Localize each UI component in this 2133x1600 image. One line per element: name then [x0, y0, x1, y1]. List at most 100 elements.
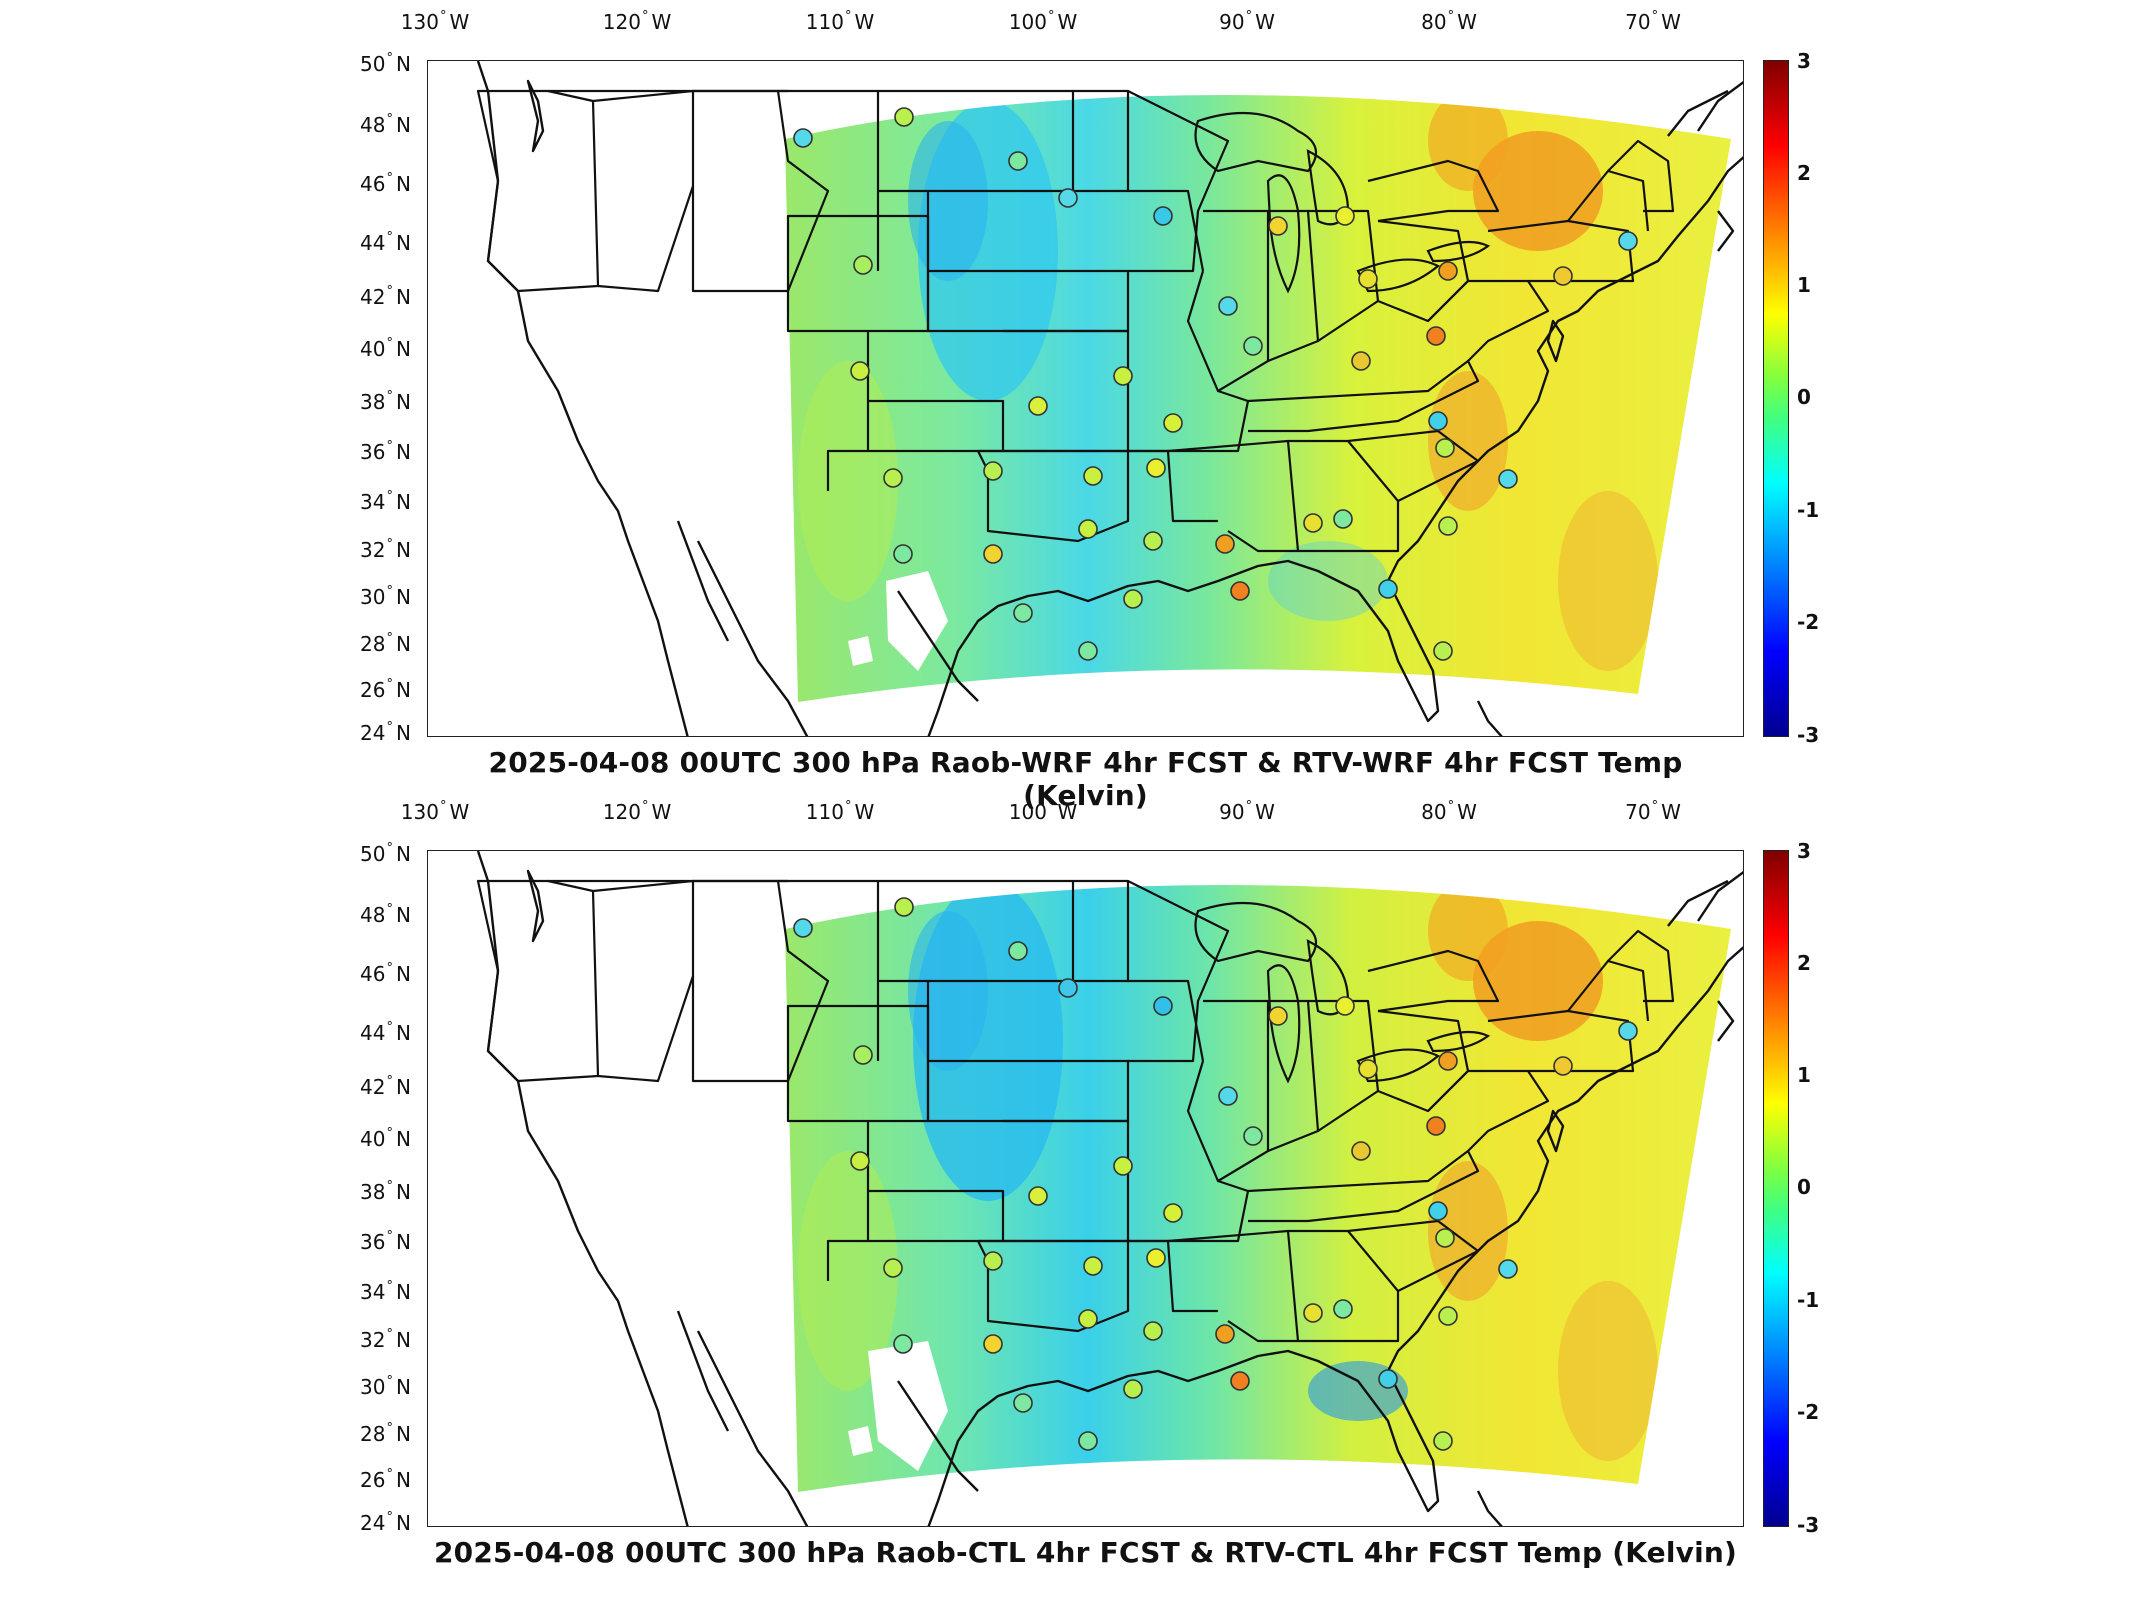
state-boundaries — [476, 89, 1675, 553]
station-marker — [1146, 458, 1166, 478]
colorbar — [1763, 850, 1789, 1527]
latitude-tick-label: 38° N — [360, 389, 411, 414]
station-marker — [1351, 1141, 1371, 1161]
latitude-tick-label: 32° N — [360, 537, 411, 562]
longitude-tick-label: 90° W — [1219, 9, 1275, 34]
map-svg — [476, 851, 1743, 1526]
raob-stations — [793, 897, 1638, 1451]
station-marker — [883, 468, 903, 488]
latitude-tick-label: 30° N — [360, 584, 411, 609]
latitude-tick-label: 30° N — [360, 1374, 411, 1399]
station-marker — [1438, 261, 1458, 281]
station-marker — [1078, 1309, 1098, 1329]
station-marker — [1333, 509, 1353, 529]
station-marker — [1013, 1393, 1033, 1413]
station-marker — [1113, 1156, 1133, 1176]
latitude-tick-label: 34° N — [360, 489, 411, 514]
latitude-tick-label: 28° N — [360, 631, 411, 656]
station-marker — [1163, 413, 1183, 433]
temperature-difference-map — [427, 60, 1744, 737]
colorbar-tick-label: 0 — [1797, 1175, 1811, 1199]
longitude-tick-label: 70° W — [1625, 799, 1681, 824]
latitude-tick-label: 28° N — [360, 1421, 411, 1446]
great-lakes — [1194, 111, 1491, 294]
longitude-tick-label: 110° W — [805, 9, 875, 34]
longitude-tick-label: 130° W — [400, 9, 470, 34]
colorbar-tick-label: -2 — [1797, 610, 1820, 634]
latitude-tick-label: 50° N — [360, 841, 411, 866]
station-marker — [983, 461, 1003, 481]
station-marker — [793, 918, 813, 938]
station-marker — [1428, 411, 1448, 431]
station-marker — [1230, 1371, 1250, 1391]
longitude-tick-label: 100° W — [1008, 9, 1078, 34]
station-marker — [1218, 296, 1238, 316]
station-marker — [1243, 336, 1263, 356]
latitude-tick-label: 26° N — [360, 1467, 411, 1492]
station-marker — [853, 255, 873, 275]
longitude-tick-label: 80° W — [1421, 9, 1477, 34]
station-marker — [893, 1334, 913, 1354]
station-marker — [1268, 1006, 1288, 1026]
station-marker — [983, 1251, 1003, 1271]
longitude-tick-label: 100° W — [1008, 799, 1078, 824]
state-boundaries — [476, 879, 1675, 1343]
station-marker — [1215, 1324, 1235, 1344]
longitude-tick-label: 110° W — [805, 799, 875, 824]
colorbar-tick-label: -3 — [1797, 723, 1820, 747]
station-marker — [893, 544, 913, 564]
station-marker — [894, 897, 914, 917]
station-marker — [1438, 516, 1458, 536]
latitude-tick-label: 44° N — [360, 1020, 411, 1045]
station-marker — [853, 1045, 873, 1065]
colorbar-tick-label: 1 — [1797, 273, 1811, 297]
latitude-tick-label: 42° N — [360, 284, 411, 309]
station-marker — [883, 1258, 903, 1278]
latitude-tick-label: 46° N — [360, 961, 411, 986]
colorbar-tick-label: -2 — [1797, 1400, 1820, 1424]
missing-data-patches — [848, 1341, 948, 1471]
station-marker — [1083, 1256, 1103, 1276]
station-marker — [1303, 1303, 1323, 1323]
latitude-tick-label: 40° N — [360, 1126, 411, 1151]
station-marker — [1553, 1056, 1573, 1076]
station-marker — [983, 544, 1003, 564]
station-marker — [1498, 469, 1518, 489]
latitude-tick-label: 32° N — [360, 1327, 411, 1352]
station-marker — [793, 128, 813, 148]
station-marker — [1078, 641, 1098, 661]
map-title: 2025-04-08 00UTC 300 hPa Raob-CTL 4hr FC… — [433, 1536, 1737, 1569]
station-marker — [1435, 438, 1455, 458]
top-map-panel: 130° W 120° W 110° W 100° W 90° W 80° W 70° W 50° N 48°… — [360, 9, 1820, 812]
latitude-tick-label: 50° N — [360, 51, 411, 76]
bottom-map-panel: 130° W 120° W 110° W 100° W 90° W 80° W 70° W 50° N 48°… — [0, 790, 2133, 1590]
station-marker — [1163, 1203, 1183, 1223]
station-marker — [1498, 1259, 1518, 1279]
station-marker — [850, 1151, 870, 1171]
latitude-tick-label: 44° N — [360, 230, 411, 255]
latitude-tick-label: 26° N — [360, 677, 411, 702]
station-marker — [1378, 579, 1398, 599]
station-marker — [1058, 188, 1078, 208]
station-marker — [1335, 206, 1355, 226]
latitude-tick-label: 34° N — [360, 1279, 411, 1304]
longitude-tick-label: 70° W — [1625, 9, 1681, 34]
station-marker — [1243, 1126, 1263, 1146]
station-marker — [1123, 1379, 1143, 1399]
colorbar-tick-label: -1 — [1797, 498, 1820, 522]
station-marker — [1358, 269, 1378, 289]
station-marker — [1230, 581, 1250, 601]
station-marker — [1143, 531, 1163, 551]
colorbar-tick-label: -3 — [1797, 1513, 1820, 1537]
station-marker — [1268, 216, 1288, 236]
station-marker — [1426, 1116, 1446, 1136]
raob-stations — [793, 107, 1638, 661]
colorbar-tick-label: 3 — [1797, 49, 1811, 73]
colorbar-tick-label: 1 — [1797, 1063, 1811, 1087]
station-marker — [1433, 1431, 1453, 1451]
longitude-tick-label: 130° W — [400, 799, 470, 824]
station-marker — [1553, 266, 1573, 286]
station-marker — [1215, 534, 1235, 554]
latitude-tick-label: 40° N — [360, 336, 411, 361]
station-marker — [1013, 603, 1033, 623]
